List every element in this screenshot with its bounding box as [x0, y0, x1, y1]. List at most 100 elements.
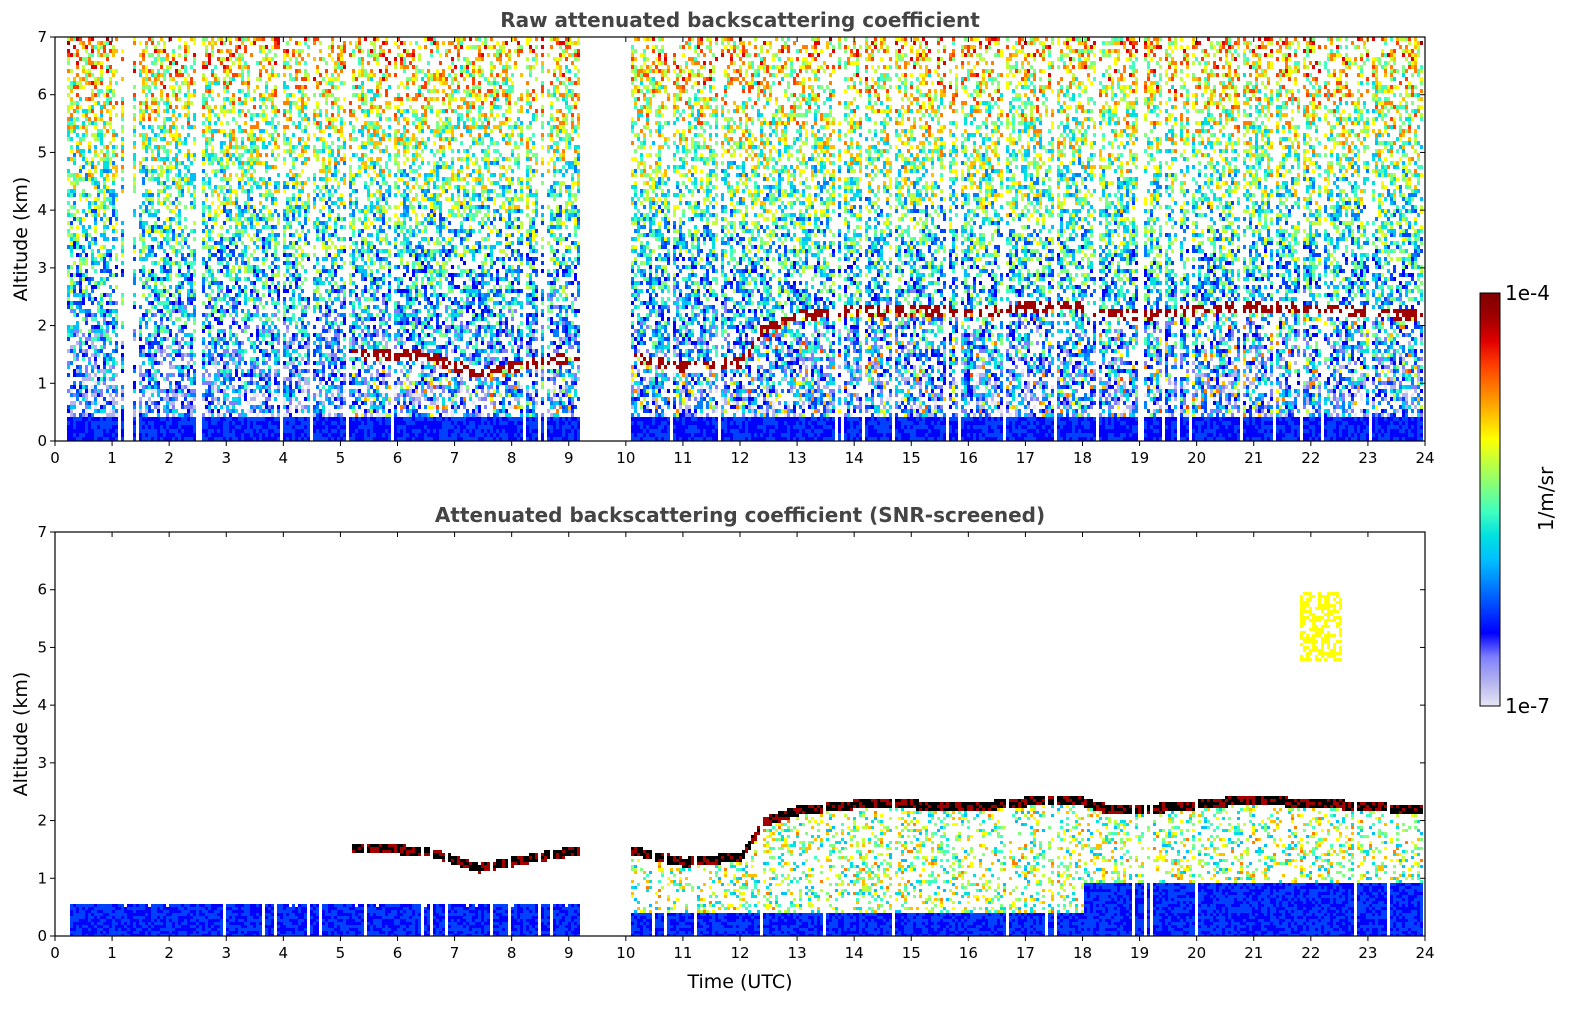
- heatmap-cell: [73, 333, 76, 337]
- heatmap-cell: [112, 365, 115, 369]
- heatmap-cell: [82, 421, 85, 425]
- heatmap-cell: [85, 193, 88, 197]
- heatmap-cell: [88, 401, 91, 405]
- heatmap-cell: [103, 257, 106, 261]
- heatmap-cell: [91, 105, 94, 109]
- heatmap-cell: [148, 353, 151, 357]
- heatmap-cell: [70, 97, 73, 101]
- heatmap-cell: [157, 421, 160, 425]
- heatmap-cell: [133, 413, 136, 417]
- heatmap-cell: [169, 257, 172, 261]
- heatmap-cell: [76, 353, 79, 357]
- heatmap-cell: [76, 49, 79, 53]
- heatmap-cell: [142, 293, 145, 297]
- heatmap-cell: [100, 157, 103, 161]
- heatmap-cell: [109, 189, 112, 193]
- heatmap-cell: [160, 233, 163, 237]
- heatmap-cell: [91, 341, 94, 345]
- heatmap-cell: [151, 305, 154, 309]
- heatmap-cell: [82, 341, 85, 345]
- heatmap-cell: [175, 153, 178, 157]
- heatmap-cell: [151, 125, 154, 129]
- heatmap-cell: [88, 313, 91, 317]
- heatmap-cell: [175, 125, 178, 129]
- heatmap-cell: [85, 69, 88, 73]
- heatmap-cell: [70, 117, 73, 121]
- heatmap-cell: [94, 389, 97, 393]
- heatmap-cell: [73, 433, 76, 437]
- heatmap-cell: [163, 421, 166, 425]
- heatmap-cell: [76, 417, 79, 421]
- heatmap-cell: [91, 385, 94, 389]
- heatmap-cell: [175, 385, 178, 389]
- heatmap-cell: [157, 165, 160, 169]
- heatmap-cell: [145, 341, 148, 345]
- heatmap-cell: [115, 165, 118, 169]
- heatmap-cell: [67, 209, 70, 213]
- heatmap-cell: [100, 425, 103, 429]
- heatmap-cell: [148, 397, 151, 401]
- heatmap-cell: [103, 233, 106, 237]
- heatmap-cell: [169, 273, 172, 277]
- heatmap-cell: [178, 261, 181, 265]
- heatmap-cell: [166, 141, 169, 145]
- heatmap-cell: [145, 133, 148, 137]
- heatmap-cell: [106, 301, 109, 305]
- heatmap-cell: [73, 401, 76, 405]
- heatmap-cell: [85, 401, 88, 405]
- heatmap-cell: [100, 137, 103, 141]
- heatmap-cell: [109, 157, 112, 161]
- heatmap-cell: [109, 49, 112, 53]
- heatmap-cell: [175, 413, 178, 417]
- heatmap-cell: [85, 129, 88, 133]
- heatmap-cell: [133, 277, 136, 281]
- heatmap-cell: [88, 345, 91, 349]
- heatmap-cell: [106, 129, 109, 133]
- heatmap-cell: [187, 81, 190, 85]
- heatmap-cell: [97, 333, 100, 337]
- heatmap-cell: [70, 233, 73, 237]
- heatmap-cell: [178, 425, 181, 429]
- heatmap-cell: [88, 297, 91, 301]
- heatmap-cell: [82, 165, 85, 169]
- heatmap-cell: [142, 53, 145, 57]
- heatmap-cell: [67, 297, 70, 301]
- heatmap-cell: [139, 213, 142, 217]
- heatmap-cell: [67, 137, 70, 141]
- heatmap-cell: [166, 429, 169, 433]
- heatmap-cell: [160, 425, 163, 429]
- heatmap-cell: [166, 353, 169, 357]
- heatmap-cell: [145, 157, 148, 161]
- heatmap-cell: [145, 309, 148, 313]
- heatmap-cell: [97, 321, 100, 325]
- heatmap-cell: [184, 53, 187, 57]
- heatmap-cell: [115, 409, 118, 413]
- heatmap-cell: [82, 153, 85, 157]
- heatmap-cell: [172, 113, 175, 117]
- heatmap-cell: [76, 133, 79, 137]
- heatmap-cell: [166, 305, 169, 309]
- heatmap-cell: [184, 385, 187, 389]
- heatmap-cell: [148, 177, 151, 181]
- heatmap-cell: [67, 53, 70, 57]
- heatmap-cell: [139, 409, 142, 413]
- heatmap-cell: [178, 85, 181, 89]
- heatmap-cell: [76, 181, 79, 185]
- heatmap-cell: [73, 357, 76, 361]
- heatmap-cell: [70, 325, 73, 329]
- heatmap-cell: [160, 265, 163, 269]
- heatmap-cell: [94, 45, 97, 49]
- heatmap-cell: [166, 309, 169, 313]
- heatmap-cell: [175, 69, 178, 73]
- heatmap-cell: [67, 425, 70, 429]
- heatmap-cell: [94, 373, 97, 377]
- heatmap-cell: [172, 209, 175, 213]
- heatmap-cell: [175, 349, 178, 353]
- heatmap-cell: [97, 393, 100, 397]
- heatmap-cell: [178, 293, 181, 297]
- heatmap-cell: [139, 345, 142, 349]
- heatmap-cell: [172, 365, 175, 369]
- heatmap-cell: [157, 385, 160, 389]
- heatmap-cell: [94, 77, 97, 81]
- heatmap-cell: [73, 301, 76, 305]
